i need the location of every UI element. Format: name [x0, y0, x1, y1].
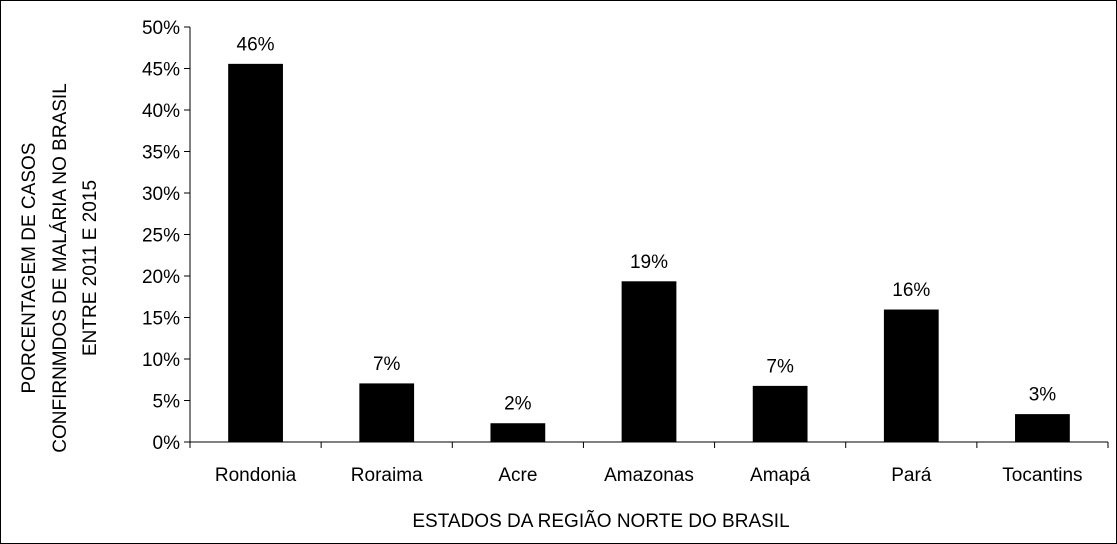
- y-axis-ticks: 0% 5% 10% 15% 20% 25% 30% 35% 40% 45% 50%: [142, 18, 190, 454]
- data-label: 7%: [766, 356, 794, 377]
- y-tick-label: 35%: [142, 143, 180, 164]
- y-tick-label: 25%: [142, 226, 180, 247]
- x-tick-label: Amapá: [750, 465, 811, 486]
- x-tick-label: Amazonas: [604, 465, 694, 486]
- data-labels: 46% 7% 2% 19% 7% 16% 3%: [237, 34, 1057, 414]
- data-label: 3%: [1029, 385, 1057, 406]
- y-tick-label: 5%: [153, 392, 181, 413]
- bar-acre: [490, 423, 546, 443]
- data-label: 19%: [630, 252, 668, 273]
- y-axis-title-line: PORCENTAGEM DE CASOS: [19, 143, 40, 394]
- data-label: 46%: [237, 34, 275, 55]
- bar-amapá: [752, 385, 808, 443]
- y-tick-label: 20%: [142, 267, 180, 288]
- bar-rondonia: [228, 63, 283, 443]
- x-axis-ticks: Rondonia Roraima Acre Amazonas Amapá Pará Toca…: [189, 442, 1109, 486]
- bar-roraima: [359, 383, 415, 443]
- x-tick-label: Acre: [498, 465, 537, 486]
- y-axis-title-line: ENTRE 2011 E 2015: [80, 180, 101, 356]
- x-tick-label: Rondonia: [215, 465, 297, 486]
- x-tick-label: Tocantins: [1002, 465, 1082, 486]
- data-label: 16%: [892, 280, 930, 301]
- bars: [228, 63, 1070, 443]
- bar-amazonas: [621, 281, 677, 443]
- y-tick-label: 15%: [142, 309, 180, 330]
- y-axis-title-line: CONFIRNMDOS DE MALÁRIA NO BRASIL: [50, 83, 71, 453]
- y-tick-label: 40%: [142, 101, 180, 122]
- data-label: 2%: [504, 394, 532, 415]
- y-tick-label: 45%: [142, 60, 180, 81]
- y-tick-label: 50%: [142, 18, 180, 39]
- y-axis-label: PORCENTAGEM DE CASOS CONFIRNMDOS DE MALÁR…: [19, 83, 101, 453]
- x-axis-title: ESTADOS DA REGIÃO NORTE DO BRASIL: [412, 510, 789, 532]
- data-label: 7%: [373, 354, 401, 375]
- y-tick-label: 30%: [142, 184, 180, 205]
- x-tick-label: Pará: [891, 465, 932, 486]
- y-tick-label: 10%: [142, 350, 180, 371]
- y-tick-label: 0%: [153, 433, 181, 454]
- x-tick-label: Roraima: [351, 465, 423, 486]
- bar-pará: [883, 309, 939, 443]
- bar-tocantins: [1015, 414, 1070, 443]
